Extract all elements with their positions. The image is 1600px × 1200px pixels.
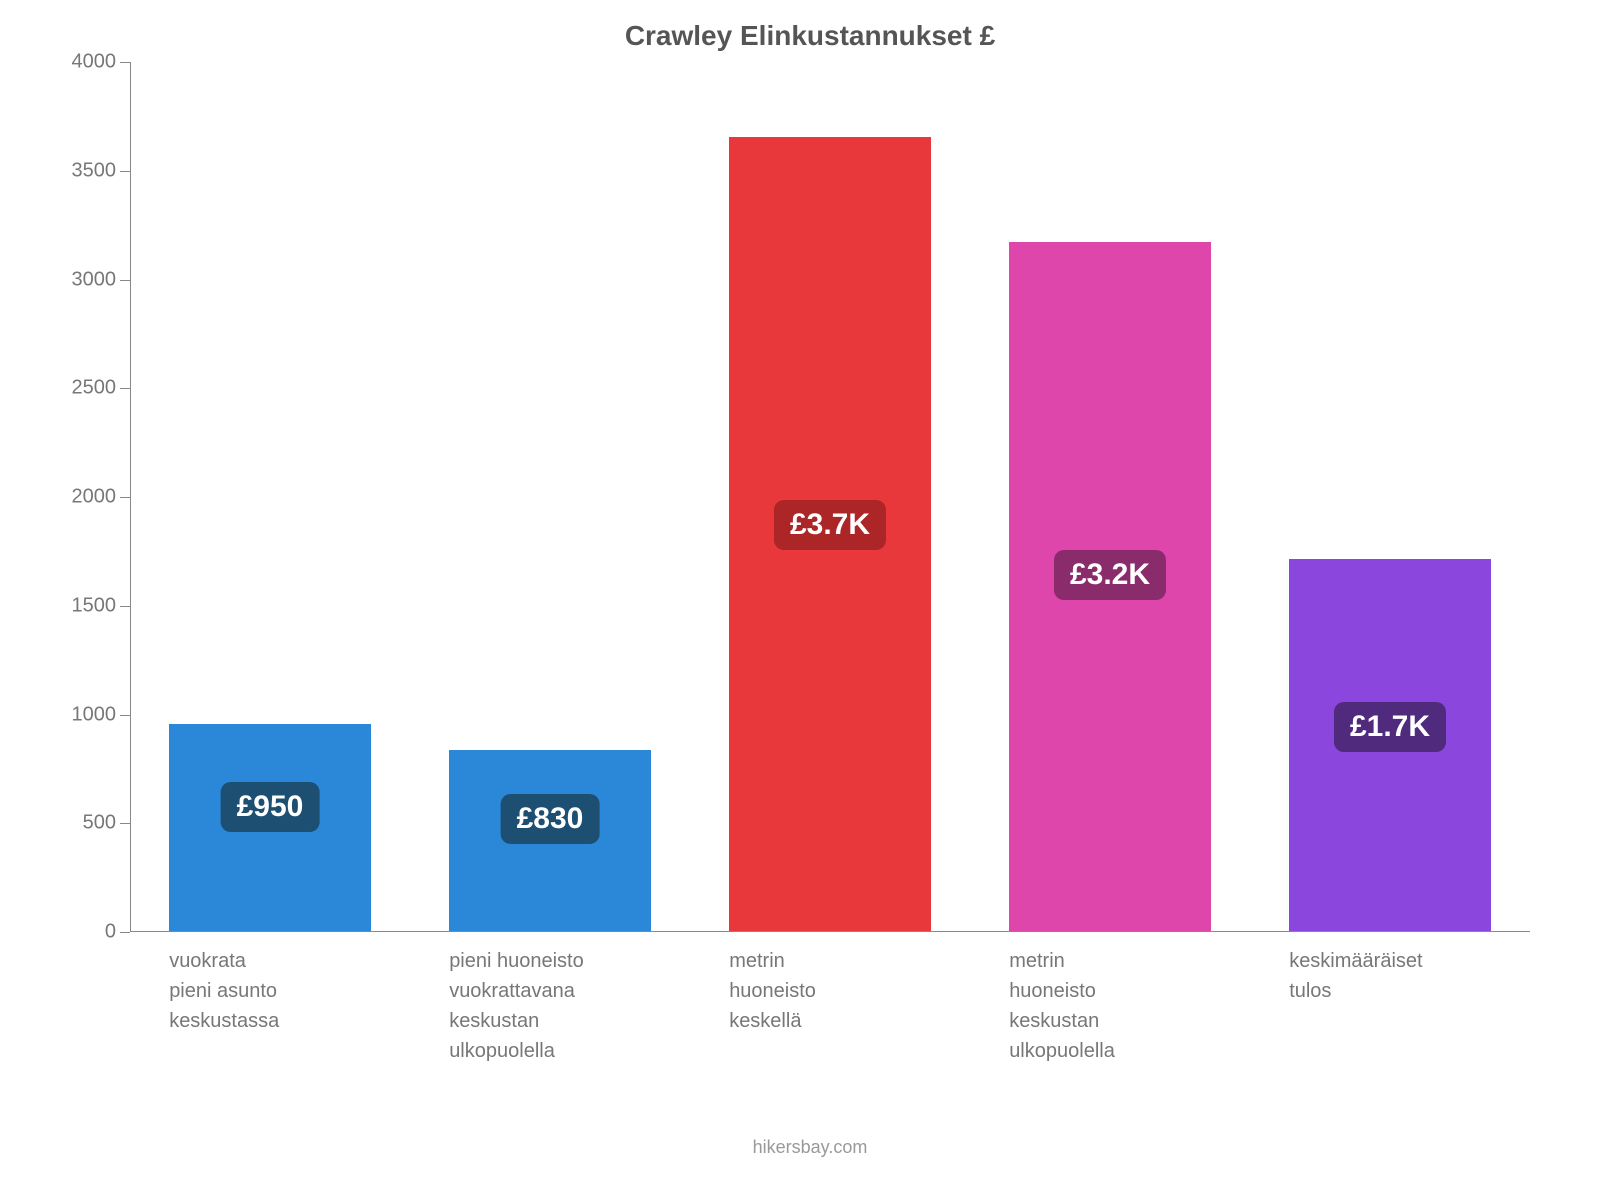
value-badge: £1.7K xyxy=(1334,702,1446,752)
y-tick-label: 500 xyxy=(83,812,130,835)
attribution: hikersbay.com xyxy=(60,1137,1560,1158)
bar: £950 xyxy=(169,724,371,931)
x-tick-label: keskimääräiset tulos xyxy=(1289,946,1422,1006)
value-badge: £3.7K xyxy=(774,500,886,550)
value-badge: £830 xyxy=(501,794,600,844)
y-tick-label: 4000 xyxy=(72,51,131,74)
value-badge: £950 xyxy=(221,782,320,832)
x-tick-label: metrin huoneisto keskustan ulkopuolella xyxy=(1009,946,1115,1066)
x-tick-label: pieni huoneisto vuokrattavana keskustan … xyxy=(449,946,584,1066)
y-tick-label: 1500 xyxy=(72,594,131,617)
y-tick-label: 1000 xyxy=(72,703,131,726)
bar: £3.7K xyxy=(729,137,931,931)
chart-container: Crawley Elinkustannukset £ £950 £830 £3.7K… xyxy=(60,20,1560,1170)
bar: £1.7K xyxy=(1289,559,1491,931)
value-badge: £3.2K xyxy=(1054,550,1166,600)
y-tick-label: 3000 xyxy=(72,268,131,291)
x-tick-label: metrin huoneisto keskellä xyxy=(729,946,816,1036)
x-tick-label: vuokrata pieni asunto keskustassa xyxy=(169,946,279,1036)
y-tick-label: 2000 xyxy=(72,486,131,509)
y-tick-label: 0 xyxy=(105,921,130,944)
bar: £830 xyxy=(449,750,651,931)
bars-layer: £950 £830 £3.7K £3.2K £1.7K xyxy=(130,62,1530,932)
bar: £3.2K xyxy=(1009,242,1211,931)
chart-title: Crawley Elinkustannukset £ xyxy=(60,20,1560,52)
y-tick-label: 3500 xyxy=(72,159,131,182)
plot-area: £950£830£3.7K£3.2K£1.7K vuokrata pieni a… xyxy=(130,62,1530,932)
y-tick-label: 2500 xyxy=(72,377,131,400)
